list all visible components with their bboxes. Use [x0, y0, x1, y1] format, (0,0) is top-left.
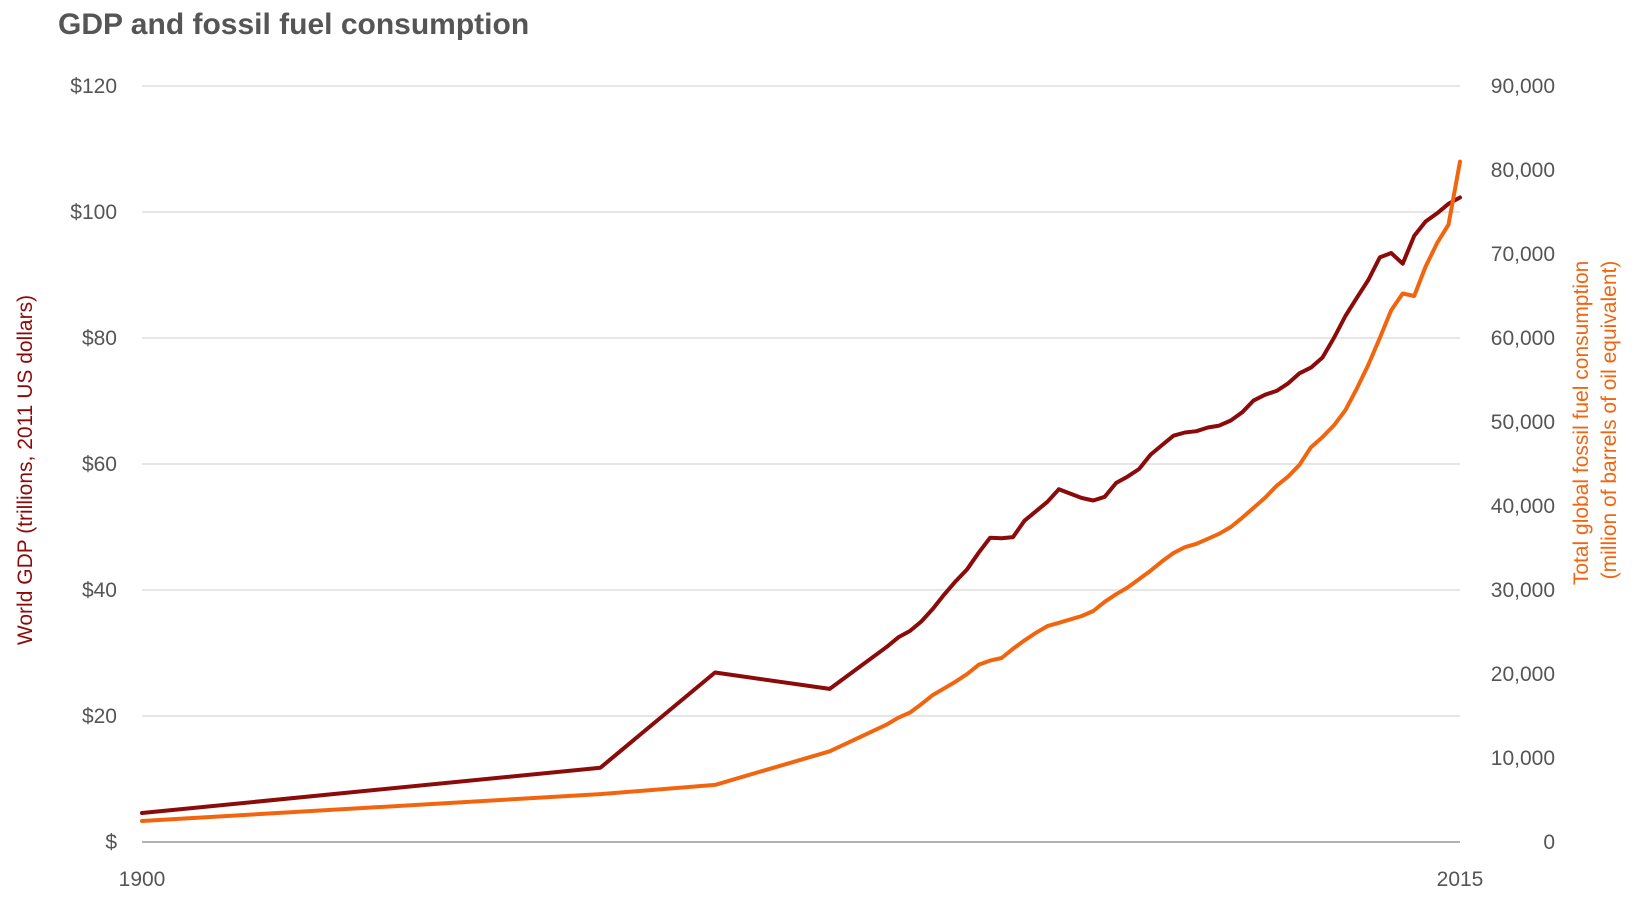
right-axis-title-line-1: Total global fossil fuel consumption	[1570, 261, 1593, 586]
left-tick-label-6: $120	[70, 75, 117, 98]
tick-layer: $ $20 $40 $60 $80 $100 $120 0 10,000 20,000 30,000…	[70, 75, 1555, 891]
right-tick-label-0: 0	[1543, 831, 1555, 854]
left-tick-label-4: $80	[82, 327, 117, 350]
right-tick-label-2: 20,000	[1491, 663, 1555, 686]
right-axis-title-line-2: (million of barrels of oil equivalent)	[1598, 261, 1621, 580]
left-tick-label-5: $100	[70, 201, 117, 224]
right-tick-label-5: 50,000	[1491, 411, 1555, 434]
right-tick-label-3: 30,000	[1491, 579, 1555, 602]
left-axis-title: World GDP (trillions, 2011 US dollars)	[14, 295, 37, 645]
x-tick-label-1: 2015	[1437, 868, 1484, 891]
series-line-0	[140, 195, 1462, 815]
right-tick-label-6: 60,000	[1491, 327, 1555, 350]
series-line-1	[140, 159, 1462, 823]
grid-layer	[142, 85, 1460, 843]
left-tick-label-2: $40	[82, 579, 117, 602]
left-tick-label-3: $60	[82, 453, 117, 476]
x-tick-label-0: 1900	[119, 868, 166, 891]
right-tick-label-4: 40,000	[1491, 495, 1555, 518]
right-tick-label-1: 10,000	[1491, 747, 1555, 770]
left-tick-label-0: $	[105, 831, 117, 854]
left-tick-label-1: $20	[82, 705, 117, 728]
series-layer	[140, 159, 1462, 823]
right-axis-title: Total global fossil fuel consumption (mi…	[1570, 255, 1621, 585]
chart-title: GDP and fossil fuel consumption	[58, 8, 530, 41]
right-tick-label-9: 90,000	[1491, 75, 1555, 98]
right-tick-label-7: 70,000	[1491, 243, 1555, 266]
right-tick-label-8: 80,000	[1491, 159, 1555, 182]
